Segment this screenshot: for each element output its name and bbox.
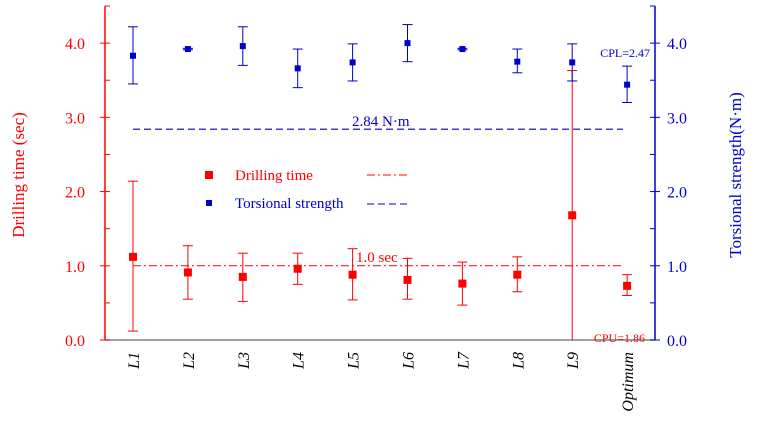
annotation-cpl: CPL=2.47 xyxy=(600,46,650,60)
left-axis-title: Drilling time (sec) xyxy=(9,112,28,238)
reference-label-drilling: 1.0 sec xyxy=(356,250,398,266)
drilling-time-point xyxy=(129,252,137,261)
right-axis-title: Torsional strength(N·m) xyxy=(726,92,745,257)
drilling-time-point xyxy=(458,279,467,288)
right-tick-label: 2.0 xyxy=(667,185,687,202)
drilling-time-point xyxy=(513,270,522,279)
torsional-strength-point xyxy=(294,65,301,72)
torsional-strength-point xyxy=(459,46,466,53)
x-tick-label: L8 xyxy=(510,352,527,370)
torsional-strength-point xyxy=(130,52,136,59)
x-tick-label: L9 xyxy=(565,352,582,370)
annotation-cpu: CPU=1.86 xyxy=(594,331,645,345)
x-tick-label: L6 xyxy=(401,352,418,370)
torsional-strength-point xyxy=(349,59,356,66)
left-tick-label: 3.0 xyxy=(65,110,85,127)
drilling-time-point xyxy=(348,270,357,279)
drilling-time-point xyxy=(183,268,192,277)
left-tick-label: 1.0 xyxy=(65,259,85,276)
torsional-strength-point xyxy=(404,40,411,47)
x-tick-label: L5 xyxy=(346,352,363,370)
drilling-time-point xyxy=(403,275,412,284)
x-tick-label: L2 xyxy=(181,352,198,370)
drilling-time-point xyxy=(623,281,632,290)
left-tick-label: 4.0 xyxy=(65,36,85,53)
legend-label-drilling: Drilling time xyxy=(235,168,313,184)
left-tick-label: 0.0 xyxy=(65,333,85,350)
x-tick-label: Optimum xyxy=(620,352,637,412)
legend-label-torsional: Torsional strength xyxy=(235,196,344,212)
legend-marker-drilling xyxy=(205,171,213,179)
right-tick-label: 1.0 xyxy=(667,259,687,276)
right-tick-label: 4.0 xyxy=(667,36,687,53)
right-tick-label: 3.0 xyxy=(667,110,687,127)
torsional-strength-point xyxy=(514,58,521,65)
left-tick-label: 2.0 xyxy=(65,185,85,202)
legend-marker-torsional xyxy=(206,200,212,206)
x-tick-label: L3 xyxy=(236,352,253,370)
torsional-strength-point xyxy=(569,59,576,66)
drilling-time-point xyxy=(238,272,247,281)
torsional-strength-point xyxy=(239,43,246,50)
torsional-strength-point xyxy=(184,46,191,53)
drilling-time-point xyxy=(568,211,577,220)
drilling-time-point xyxy=(293,264,302,273)
torsional-strength-point xyxy=(624,81,631,88)
x-tick-label: L7 xyxy=(455,351,472,370)
x-tick-label: L4 xyxy=(291,352,308,370)
reference-label-torsional: 2.84 N·m xyxy=(352,114,410,130)
right-tick-label: 0.0 xyxy=(667,333,687,350)
x-tick-label: L1 xyxy=(126,352,143,370)
